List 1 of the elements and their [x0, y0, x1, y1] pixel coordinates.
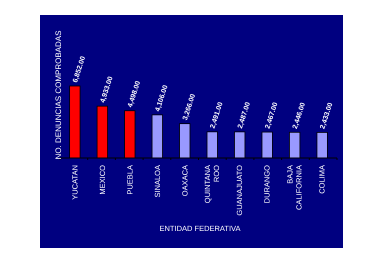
y-axis-title: NO. DENUNCIAS COMPROBADAS: [54, 30, 63, 160]
